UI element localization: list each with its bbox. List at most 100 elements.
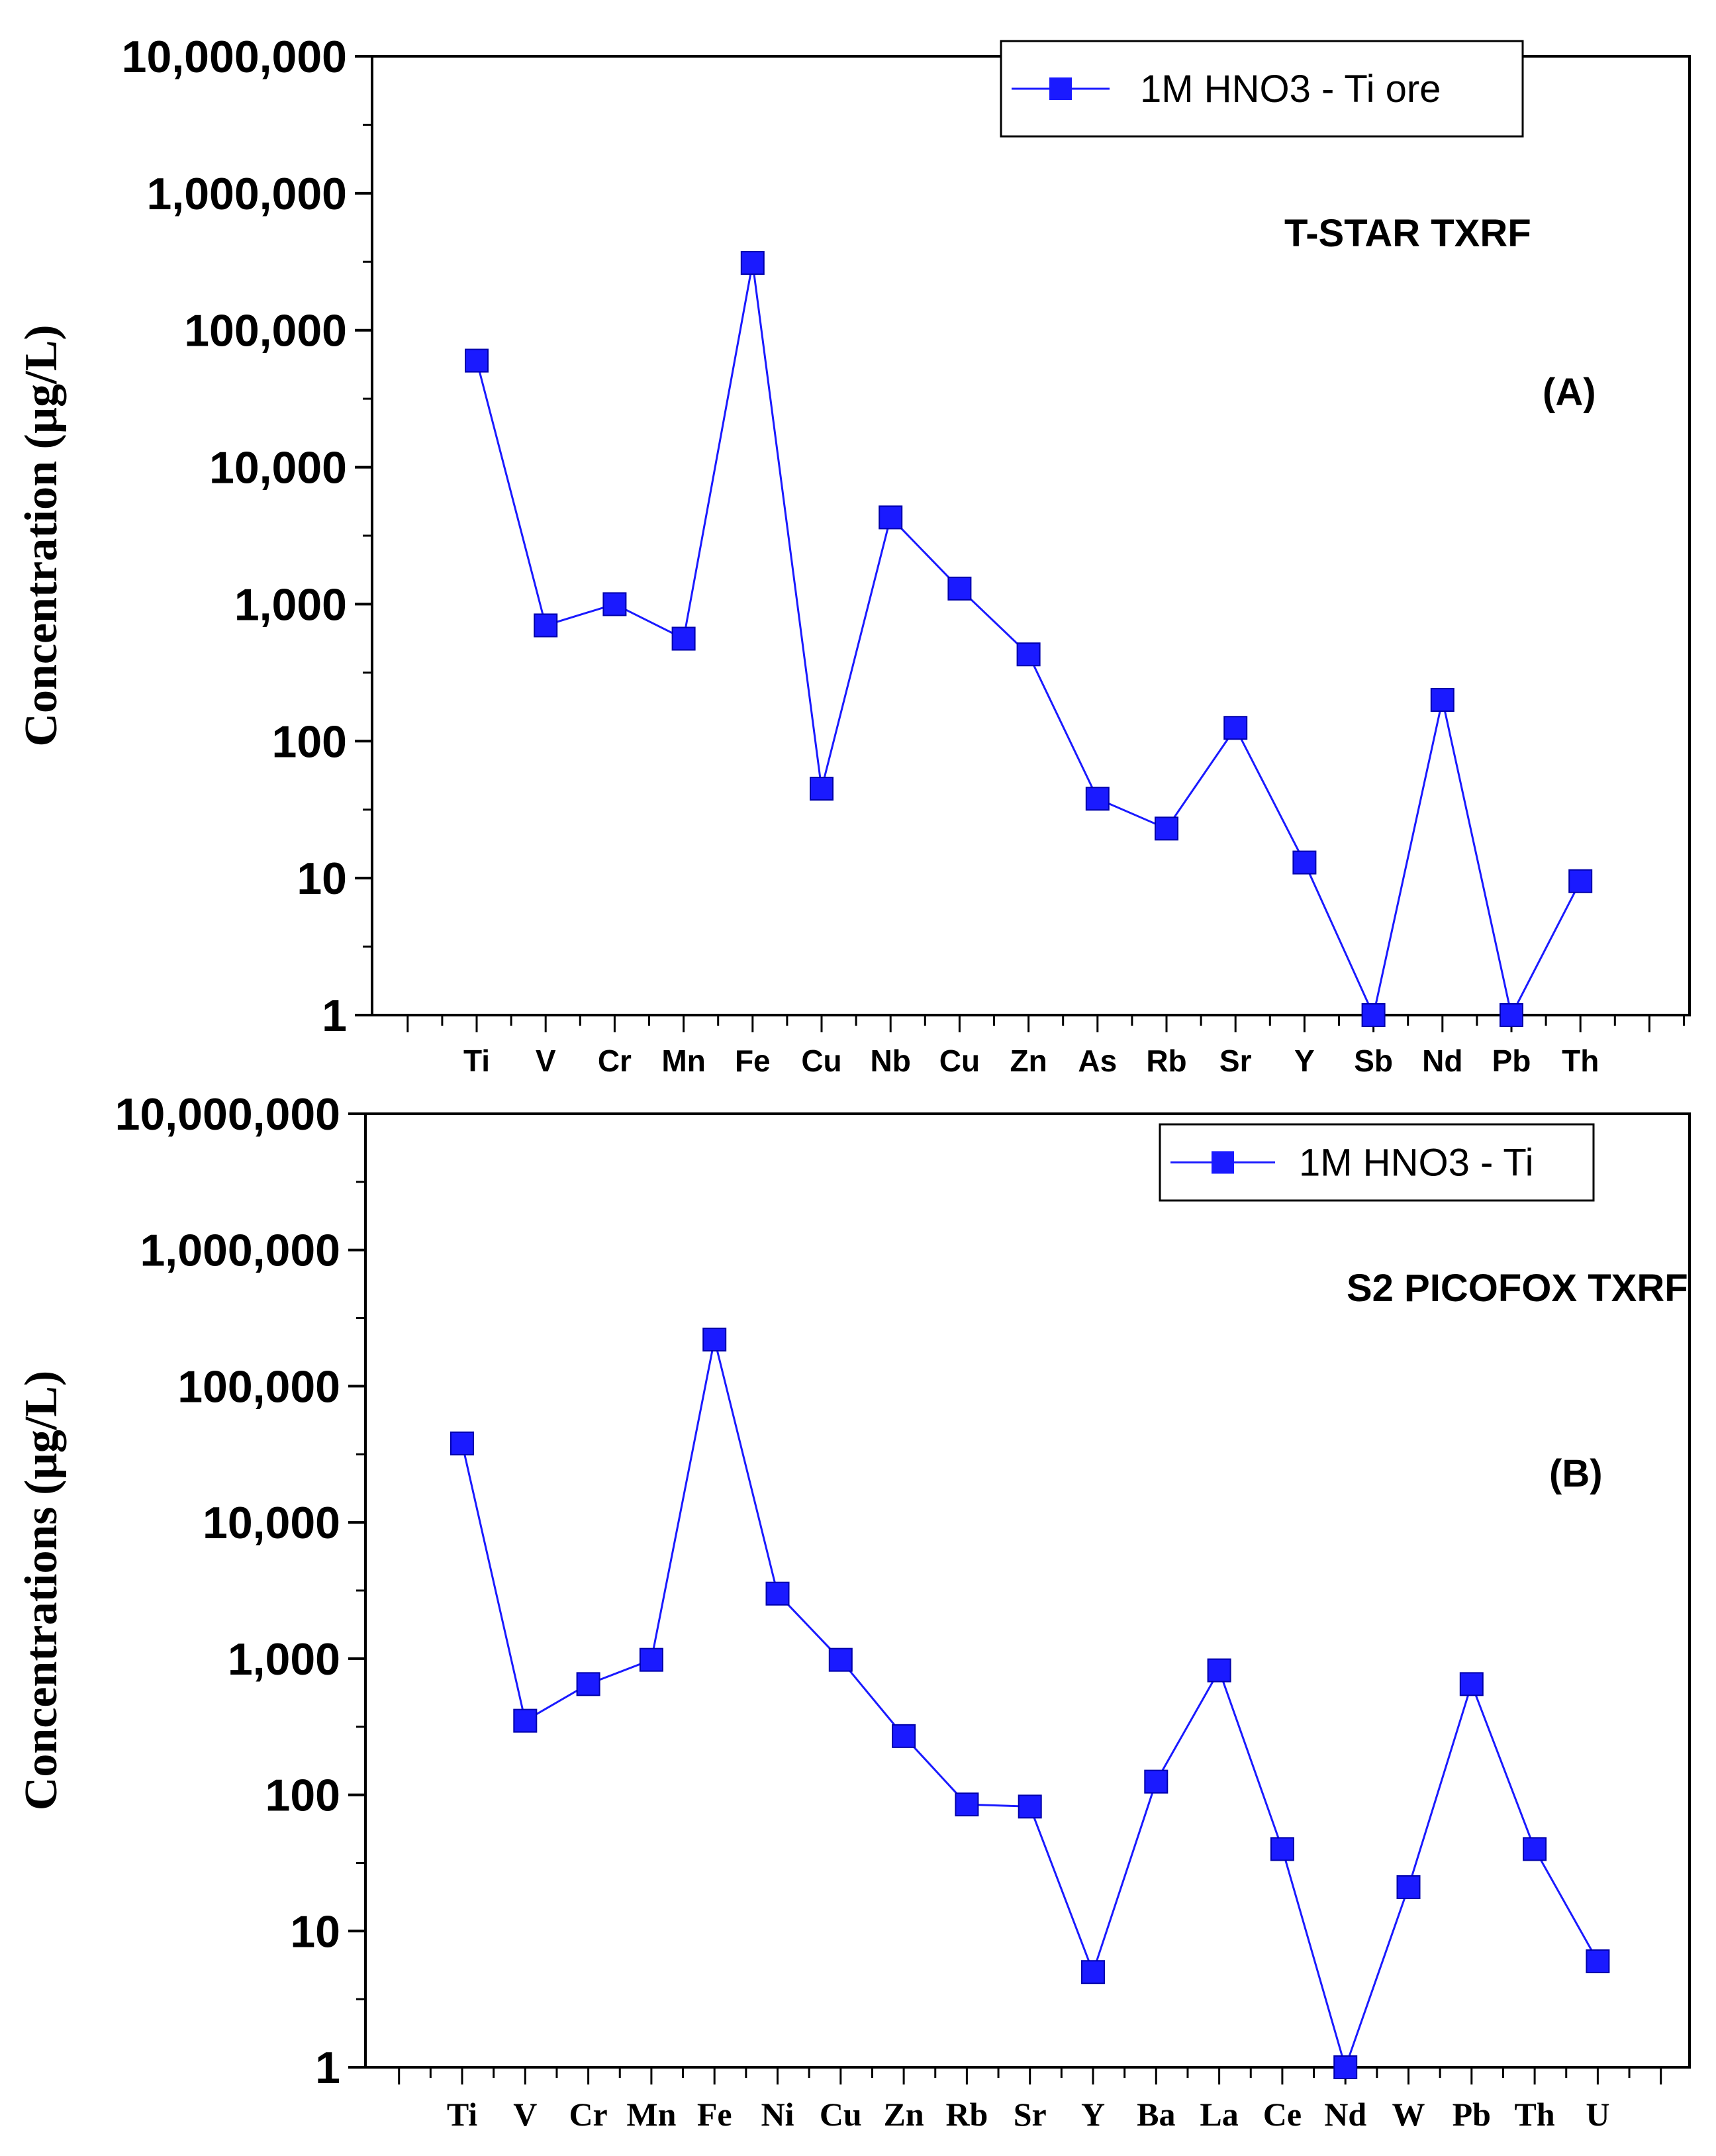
a-series-line <box>475 262 1582 1018</box>
b-data-point <box>828 1647 853 1672</box>
b-data-point <box>1144 1769 1168 1794</box>
b-data-point <box>1207 1658 1231 1683</box>
a-x-tick-label: Mn <box>661 1044 705 1078</box>
b-data-point <box>1333 2055 1358 2079</box>
a-data-point <box>1223 716 1248 740</box>
b-x-tick-label: Ce <box>1263 2096 1302 2133</box>
a-x-tick-label: Zn <box>1010 1044 1047 1078</box>
b-x-tick-label: U <box>1586 2096 1609 2133</box>
panel-a-chart: 1 10 100 1,000 10,000 100,000 1,000,000 10,000,… <box>16 32 1691 1078</box>
a-x-tick-label: Rb <box>1146 1044 1186 1078</box>
b-x-tick-label: Y <box>1081 2096 1105 2133</box>
a-panel-label: (A) <box>1543 371 1596 414</box>
a-data-point <box>879 505 903 530</box>
a-x-tick-label: As <box>1078 1044 1117 1078</box>
a-data-point <box>1085 787 1110 811</box>
b-y-tick-label: 100 <box>265 1771 340 1821</box>
b-y-tick-label: 10,000,000 <box>115 1089 340 1140</box>
b-y-axis-label: Concentrations (µg/L) <box>16 1371 67 1810</box>
b-plot-frame <box>364 1112 1691 2069</box>
a-data-point <box>1361 1003 1386 1027</box>
b-data-point <box>892 1724 916 1748</box>
a-y-tick-label: 100,000 <box>184 306 347 356</box>
b-x-tick-label: Fe <box>697 2096 732 2133</box>
a-plot-frame <box>371 55 1691 1016</box>
a-x-tick-label: Y <box>1294 1044 1315 1078</box>
b-x-tick-label: W <box>1392 2096 1425 2133</box>
b-data-point <box>765 1581 790 1606</box>
a-x-tick-label: Nd <box>1422 1044 1462 1078</box>
a-data-point <box>810 777 834 801</box>
b-data-point <box>1270 1837 1294 1861</box>
a-data-point <box>671 626 696 651</box>
a-y-tick-label: 10,000,000 <box>122 32 347 82</box>
a-y-tick-label: 10,000 <box>209 443 347 493</box>
a-data-point <box>740 251 765 275</box>
panel-b-chart: 1 10 100 1,000 10,000 100,000 1,000,000 10,000,… <box>16 1089 1691 2133</box>
b-data-point <box>576 1672 600 1696</box>
a-x-tick-label: Cu <box>801 1044 841 1078</box>
a-y-tick-label: 100 <box>272 716 347 767</box>
a-x-tick-label: Fe <box>735 1044 771 1078</box>
b-data-point <box>639 1647 663 1672</box>
a-data-point <box>1292 850 1317 875</box>
a-legend-label: 1M HNO3 - Ti ore <box>1140 68 1441 111</box>
b-x-tick-label: La <box>1200 2096 1238 2133</box>
a-data-point <box>1430 688 1454 712</box>
b-x-tick-label: Ni <box>761 2096 794 2133</box>
b-x-tick-label: Ba <box>1137 2096 1175 2133</box>
a-x-tick-label: Cr <box>598 1044 632 1078</box>
a-x-tick-label: Ti <box>463 1044 490 1078</box>
a-data-point <box>1155 816 1178 841</box>
b-x-tick-label: Mn <box>626 2096 676 2133</box>
a-y-tick-label: 1,000,000 <box>146 169 347 219</box>
b-x-tick-label: Cu <box>820 2096 862 2133</box>
b-data-point <box>1018 1794 1042 1819</box>
a-data-point <box>1016 642 1041 667</box>
b-x-tick-label: Zn <box>884 2096 924 2133</box>
b-instrument-label: S2 PICOFOX TXRF <box>1347 1267 1688 1310</box>
b-data-point <box>702 1327 727 1351</box>
a-x-tick-label: Sr <box>1219 1044 1252 1078</box>
a-y-tick-label: 1 <box>322 991 347 1041</box>
b-x-tick-label: V <box>513 2096 537 2133</box>
a-legend-marker <box>1049 77 1072 100</box>
a-instrument-label: T-STAR TXRF <box>1284 212 1531 255</box>
b-series-line <box>461 1339 1599 2071</box>
a-x-tick-label: V <box>536 1044 556 1078</box>
a-data-point <box>1500 1003 1523 1027</box>
b-data-point <box>1081 1960 1105 1984</box>
a-x-tick-label: Th <box>1562 1044 1599 1078</box>
b-data-point <box>1396 1875 1421 1900</box>
b-x-tick-label: Ti <box>447 2096 477 2133</box>
b-y-tick-label: 100,000 <box>177 1361 340 1412</box>
b-data-point <box>1523 1837 1547 1861</box>
b-y-tick-label: 1,000,000 <box>140 1226 340 1276</box>
b-x-tick-label: Nd <box>1324 2096 1366 2133</box>
a-data-point <box>602 592 627 616</box>
a-y-tick-label: 10 <box>297 854 347 904</box>
b-y-tick-label: 1 <box>315 2043 340 2093</box>
b-y-tick-label: 10,000 <box>203 1498 340 1548</box>
b-panel-label: (B) <box>1549 1452 1603 1495</box>
b-data-point <box>955 1792 979 1817</box>
b-x-tick-label: Th <box>1515 2096 1555 2133</box>
a-x-tick-label: Pb <box>1492 1044 1531 1078</box>
b-data-point <box>513 1708 538 1733</box>
a-x-tick-label: Sb <box>1354 1044 1393 1078</box>
b-data-point <box>1586 1949 1610 1973</box>
a-x-tick-label: Nb <box>871 1044 911 1078</box>
b-x-tick-label: Cr <box>569 2096 607 2133</box>
b-y-tick-label: 1,000 <box>228 1634 340 1685</box>
a-y-tick-label: 1,000 <box>234 579 347 630</box>
a-data-point <box>465 348 489 373</box>
a-data-point <box>1568 869 1593 893</box>
a-data-point <box>947 576 972 601</box>
a-y-axis-label: Concentration (µg/L) <box>16 324 67 746</box>
b-legend-label: 1M HNO3 - Ti <box>1299 1142 1534 1185</box>
b-x-tick-label: Rb <box>945 2096 988 2133</box>
b-legend-marker <box>1212 1151 1234 1174</box>
b-y-tick-label: 10 <box>290 1906 340 1957</box>
b-x-tick-label: Sr <box>1014 2096 1047 2133</box>
